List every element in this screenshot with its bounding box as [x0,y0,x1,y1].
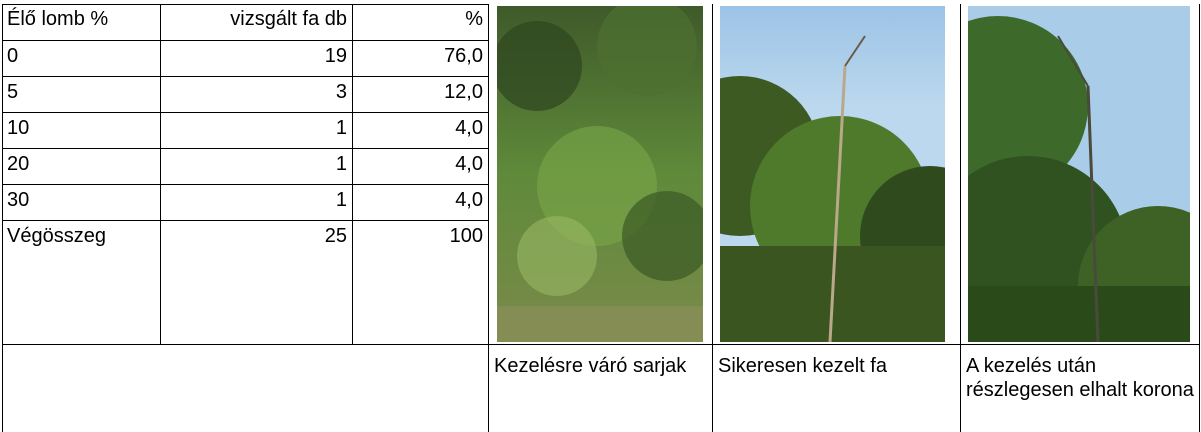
table-cell: 19 [324,45,347,67]
rule [2,76,488,77]
table-cell: 10 [7,117,30,139]
table-cell: 4,0 [455,153,483,175]
table-cell: Végösszeg [7,225,106,247]
rule [2,112,488,113]
caption: Kezelésre váró sarjak [494,355,687,377]
rule [960,4,961,432]
table-cell: 12,0 [444,81,483,103]
rule [2,4,488,5]
table-cell: 25 [324,225,347,247]
rule [2,184,488,185]
rule [712,4,713,432]
rule [2,148,488,149]
rule [2,220,488,221]
rule [2,4,3,344]
rule [488,344,1200,345]
photo-partial-crown [968,6,1190,342]
table-cell: 5 [7,81,19,103]
table-cell: 20 [7,153,30,175]
rule [2,344,3,432]
caption: A kezelés után részlegesen elhalt korona [966,355,1194,401]
table-cell: 30 [7,189,30,211]
table-cell: 0 [7,45,19,67]
table-cell: 1 [335,117,347,139]
table-cell: 1 [335,189,347,211]
rule [160,4,161,344]
caption: Sikeresen kezelt fa [718,355,887,377]
rule [2,40,488,41]
table-cell: 1 [335,153,347,175]
table-cell: 4,0 [455,189,483,211]
photo-shoots [497,6,703,342]
rule [488,4,489,432]
table-cell: vizsgált fa db [230,8,347,30]
table-cell: 4,0 [455,117,483,139]
table-cell: 3 [335,81,347,103]
header-cell: Élő lomb % [7,8,109,30]
table-cell: 100 [449,225,483,247]
photo-treated-tree [720,6,945,342]
table-cell: 76,0 [444,45,483,67]
rule [2,344,488,345]
rule [352,4,353,344]
table-cell: % [465,8,483,30]
rule [1199,4,1200,432]
